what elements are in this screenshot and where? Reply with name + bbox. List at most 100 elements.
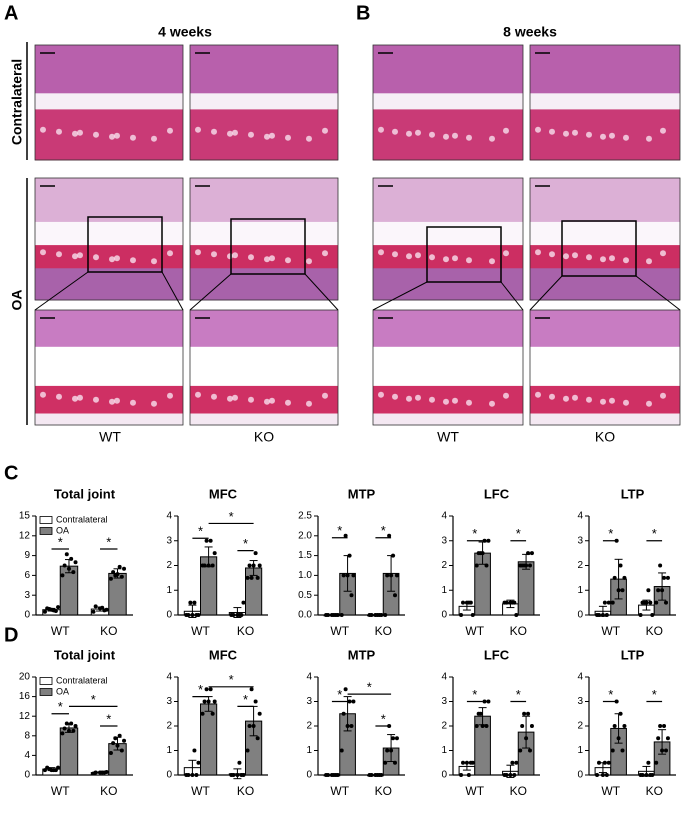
zoom-line — [372, 281, 428, 311]
zoom-box — [561, 220, 637, 277]
data-point — [73, 560, 78, 565]
data-point — [514, 613, 519, 617]
data-point — [510, 600, 515, 605]
tissue-band — [530, 310, 680, 348]
significance-label: * — [381, 711, 386, 726]
genotype-label: WT — [437, 429, 459, 445]
data-point — [60, 731, 65, 736]
data-point — [326, 613, 331, 617]
tissue-cell — [248, 131, 254, 138]
data-point — [385, 573, 390, 578]
x-tick-label: KO — [100, 624, 117, 638]
significance-label: * — [91, 692, 96, 707]
tissue-cell — [285, 257, 291, 264]
data-point — [249, 687, 254, 692]
tissue-band — [35, 346, 183, 387]
tissue-cell — [503, 250, 509, 257]
data-point — [512, 773, 517, 777]
data-point — [526, 551, 531, 556]
zoom-line — [34, 271, 89, 311]
tissue-cell — [415, 252, 421, 259]
data-point — [618, 563, 623, 568]
data-point — [188, 600, 193, 605]
data-point — [484, 724, 489, 728]
significance-label: * — [229, 509, 234, 524]
data-point — [247, 724, 252, 728]
tissue-cell — [77, 394, 83, 401]
data-point — [42, 609, 47, 614]
tissue-cell — [232, 394, 238, 401]
data-point — [387, 533, 392, 538]
data-point — [200, 711, 205, 716]
y-tick-label: 3 — [577, 696, 583, 707]
data-point — [389, 748, 394, 753]
data-point — [93, 604, 98, 609]
data-point — [56, 765, 61, 770]
y-tick-label: 1 — [577, 585, 583, 596]
chart-title: MTP — [348, 647, 376, 662]
significance-label: * — [198, 682, 203, 697]
data-point — [56, 605, 61, 610]
data-point — [47, 767, 52, 772]
data-point — [241, 600, 246, 605]
data-point — [529, 551, 534, 556]
tissue-cell — [600, 256, 606, 263]
data-point — [186, 773, 191, 777]
tissue-band — [530, 45, 680, 94]
data-point — [385, 748, 390, 753]
tissue-band — [373, 268, 523, 301]
tissue-cell — [503, 392, 509, 399]
tissue-band — [373, 310, 523, 348]
data-point — [527, 563, 532, 568]
tissue-cell — [306, 400, 312, 407]
tissue-cell — [227, 253, 233, 260]
data-point — [638, 613, 643, 617]
data-point — [210, 711, 215, 716]
error-bar — [522, 715, 531, 749]
tissue-cell — [167, 392, 173, 399]
data-point — [331, 613, 336, 617]
data-point — [504, 773, 509, 777]
data-point — [119, 574, 124, 579]
data-point — [648, 600, 653, 605]
tissue-cell — [211, 251, 217, 258]
data-point — [111, 570, 116, 575]
data-point — [331, 773, 336, 777]
data-point — [612, 724, 617, 728]
x-tick-label: WT — [51, 784, 70, 798]
significance-label: * — [381, 523, 386, 538]
x-tick-label: WT — [601, 784, 620, 798]
tissue-band — [35, 268, 183, 301]
tissue-band — [373, 346, 523, 387]
data-point — [247, 563, 252, 568]
tissue-cell — [322, 392, 328, 399]
significance-label: * — [652, 526, 657, 541]
y-tick-label: 6 — [24, 570, 30, 581]
tissue-cell — [306, 258, 312, 265]
y-tick-label: 2 — [577, 560, 583, 571]
data-point — [526, 711, 531, 716]
data-point — [115, 743, 120, 748]
image-frame — [34, 309, 184, 426]
data-point — [600, 773, 605, 777]
tissue-cell — [195, 391, 201, 398]
tissue-cell — [40, 391, 46, 398]
y-tick-label: 0 — [166, 610, 172, 621]
y-tick-label: 1 — [166, 585, 172, 596]
tissue-cell — [114, 255, 120, 262]
y-tick-label: 0 — [441, 610, 447, 621]
data-point — [466, 600, 471, 605]
tissue-cell — [151, 400, 157, 407]
tissue-cell — [563, 395, 569, 402]
tissue-cell — [114, 397, 120, 404]
tissue-band — [190, 221, 338, 246]
tissue-cell — [109, 133, 115, 140]
tissue-band — [530, 221, 680, 246]
zoom-box — [87, 216, 163, 273]
image-frame — [372, 177, 524, 301]
data-point — [113, 736, 118, 741]
data-point — [464, 760, 469, 765]
tissue-cell — [406, 253, 412, 260]
tissue-cell — [322, 250, 328, 257]
image-frame — [189, 309, 339, 426]
